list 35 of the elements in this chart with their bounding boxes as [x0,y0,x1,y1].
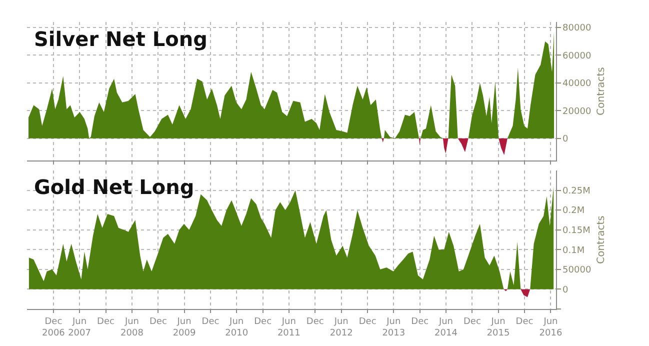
x-tick-label: Dec 2006 [42,316,66,338]
x-tick-label: Jun 2014 [434,316,458,338]
x-tick-label: Jun 2016 [539,316,562,338]
y-tick-label: 80000 [562,24,592,34]
y-tick-label: 60000 [562,51,592,62]
y-axis-title: Contracts [596,67,607,116]
y-tick-label: 0.15M [562,226,590,236]
x-tick-label: Jun 2015 [486,316,510,338]
x-tick-label: Jun 2012 [330,316,353,338]
x-tick-label: Dec [202,316,220,327]
x-tick-label: Dec [97,316,115,327]
x-tick-label: Jun 2011 [277,316,300,338]
y-tick-label: 0 [562,285,569,296]
x-tick-label: Jun 2007 [68,316,91,338]
x-tick-label: Dec [463,316,481,327]
y-tick-label: 0.25M [562,186,590,196]
x-tick-label: Jun 2010 [225,316,248,338]
x-tick-label: Jun 2009 [172,316,196,338]
x-tick-label: Dec [306,316,324,327]
y-tick-label: 0 [562,134,569,144]
x-tick-label: Dec [149,316,167,327]
y-tick-label: 40000 [562,79,592,90]
x-tick-label: Jun 2008 [120,316,144,338]
x-tick-label: Jun 2013 [382,316,406,338]
y-tick-label: 0.1M [562,246,585,256]
y-tick-label: 20000 [562,106,592,117]
x-tick-label: Dec [411,316,429,327]
x-tick-label: Dec [358,316,376,327]
x-tick-label: Dec [254,316,272,327]
y-tick-label: 50000 [562,266,592,276]
chart-title: Gold Net Long [34,175,194,199]
x-tick-label: Dec [516,316,534,327]
chart-title: Silver Net Long [34,27,208,51]
y-tick-label: 0.2M [562,206,585,216]
y-axis-title: Contracts [596,216,607,264]
